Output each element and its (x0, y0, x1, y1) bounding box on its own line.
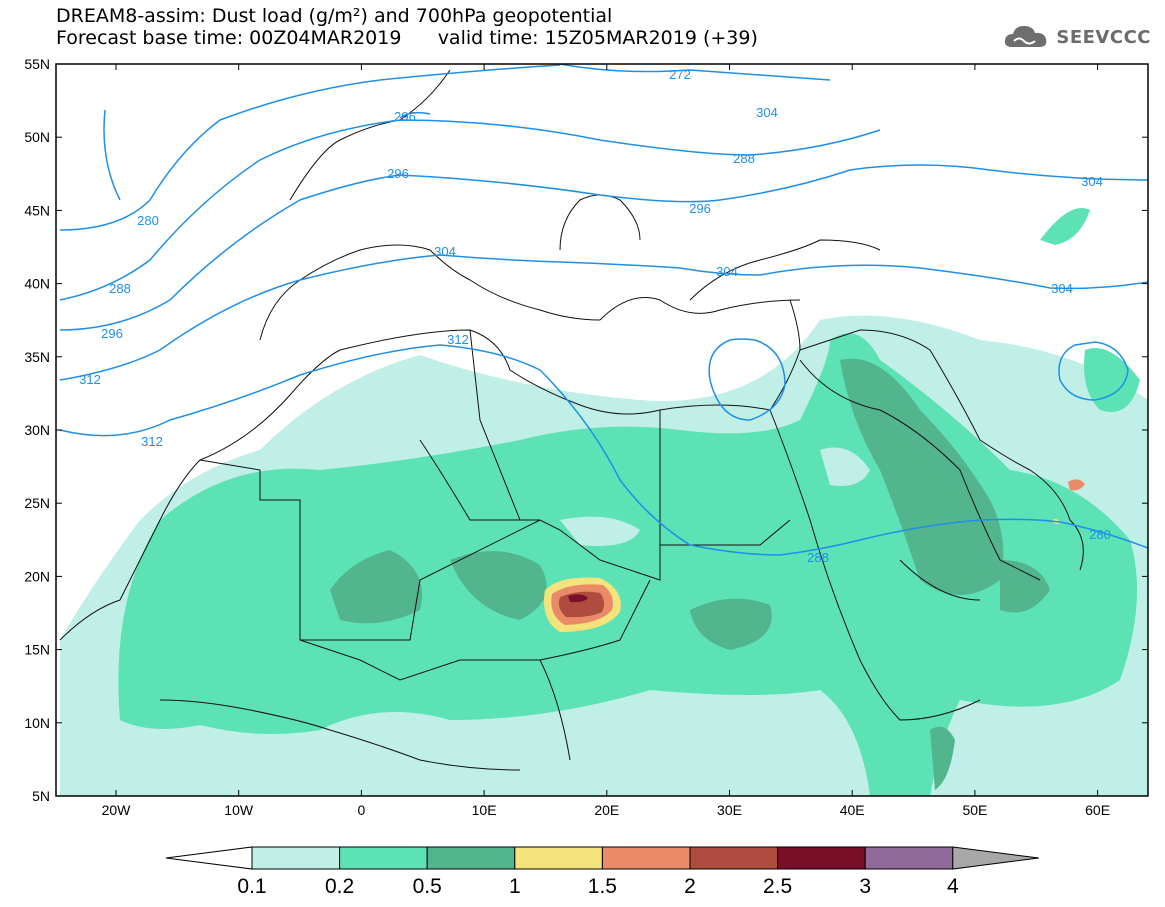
colorbar-swatch (514, 846, 603, 870)
colorbar: 0.1 0.2 0.5 1 1.5 2 2.5 3 4 (165, 846, 1039, 898)
lat-tick-label: 20N (24, 568, 50, 584)
contour-label: 304 (756, 105, 778, 120)
longitude-axis: 20W 10W 0 10E 20E 30E 40E 50E 60E (102, 64, 1110, 818)
lon-tick-label: 20E (594, 802, 619, 818)
dust-fields (60, 208, 1148, 796)
lat-tick-label: 55N (24, 56, 50, 72)
contour-label: 280 (137, 213, 159, 228)
colorbar-label: 0.5 (413, 875, 442, 898)
lon-tick-label: 60E (1085, 802, 1110, 818)
colorbar-label: 1 (509, 875, 521, 898)
contour-label: 288 (733, 151, 755, 166)
contour-label: 304 (1081, 174, 1103, 189)
contour-label: 296 (387, 166, 409, 181)
coastlines-and-borders (59, 69, 1084, 771)
contour-label: 288 (807, 550, 829, 565)
lat-tick-label: 40N (24, 276, 50, 292)
colorbar-swatch (251, 846, 341, 870)
colorbar-swatch (777, 846, 866, 870)
colorbar-min-arrow (165, 846, 253, 870)
colorbar-label: 1.5 (588, 875, 617, 898)
colorbar-swatch (689, 846, 779, 870)
lat-tick-label: 5N (32, 788, 50, 804)
logo-text: SEEVCCC (1056, 26, 1151, 48)
lat-tick-label: 10N (24, 715, 50, 731)
contour-label: 296 (394, 109, 416, 124)
contour-label: 304 (1051, 281, 1073, 296)
contour-label: 312 (79, 372, 101, 387)
contour-label: 296 (101, 326, 123, 341)
geopotential-contours (59, 64, 1148, 556)
lon-tick-label: 40E (840, 802, 865, 818)
contour-label: 280 (1089, 527, 1111, 542)
map-subtitle: Forecast base time: 00Z04MAR2019 valid t… (56, 27, 758, 49)
lat-tick-label: 50N (24, 129, 50, 145)
lat-tick-label: 15N (24, 642, 50, 658)
lon-tick-label: 10E (472, 802, 497, 818)
lon-tick-label: 10W (224, 802, 254, 818)
contour-label: 296 (689, 201, 711, 216)
lon-tick-label: 50E (962, 802, 987, 818)
colorbar-label: 4 (947, 875, 959, 898)
lat-tick-label: 25N (24, 495, 50, 511)
lon-tick-label: 30E (717, 802, 742, 818)
latitude-axis: 55N 50N 45N 40N 35N 30N 25N 20N 15N 10N 5N (24, 56, 1148, 804)
colorbar-swatch (426, 846, 516, 870)
contour-label: 304 (716, 264, 738, 279)
contour-label: 312 (141, 434, 163, 449)
lat-tick-label: 45N (24, 202, 50, 218)
colorbar-label: 2 (684, 875, 696, 898)
seevccc-logo: SEEVCCC (1002, 20, 1151, 54)
colorbar-label: 3 (859, 875, 871, 898)
colorbar-label: 0.1 (237, 875, 266, 898)
contour-label: 272 (669, 67, 691, 82)
contour-label: 312 (447, 332, 469, 347)
colorbar-swatch (601, 846, 691, 870)
lat-tick-label: 30N (24, 422, 50, 438)
lon-tick-label: 0 (358, 802, 366, 818)
colorbar-max-arrow (952, 846, 1039, 870)
colorbar-swatch (864, 846, 954, 870)
colorbar-label: 0.2 (325, 875, 354, 898)
contour-labels: 272 280 288 288 296 296 296 304 304 304 304 312 312 3… (79, 67, 1111, 565)
colorbar-swatch (339, 846, 428, 870)
map-title: DREAM8-assim: Dust load (g/m²) and 700hP… (56, 5, 613, 27)
contour-label: 288 (109, 281, 131, 296)
lat-tick-label: 35N (24, 349, 50, 365)
cloud-logo-icon (1005, 26, 1047, 47)
lon-tick-label: 20W (102, 802, 132, 818)
colorbar-label: 2.5 (763, 875, 792, 898)
contour-label: 304 (434, 244, 456, 259)
